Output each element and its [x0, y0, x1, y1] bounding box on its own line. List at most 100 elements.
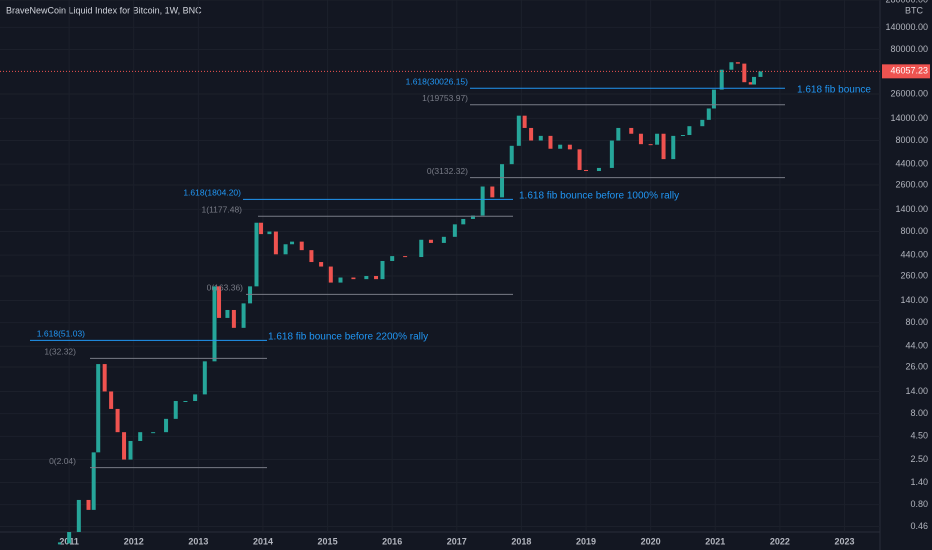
candle — [452, 224, 457, 237]
y-tick-label: 0.46 — [910, 521, 928, 531]
candle — [225, 309, 230, 318]
candle — [128, 440, 133, 460]
fib-label: 1(19753.97) — [422, 93, 468, 103]
y-tick-label: 44.00 — [905, 341, 928, 351]
candle — [548, 135, 553, 149]
y-tick-label: 2.50 — [910, 454, 928, 464]
candle — [403, 256, 408, 258]
candle — [567, 144, 572, 150]
candle — [558, 144, 563, 149]
x-tick-label: 2012 — [124, 536, 144, 546]
y-tick-label: 440.00 — [900, 250, 928, 260]
chart-title: BraveNewCoin Liquid Index for Bitcoin, 1… — [6, 5, 202, 15]
candle — [609, 140, 614, 168]
candle — [164, 418, 169, 433]
candle — [700, 119, 705, 127]
candle — [259, 222, 264, 235]
candle — [273, 231, 278, 255]
candle — [283, 244, 288, 255]
candle — [212, 286, 217, 362]
x-tick-label: 2015 — [318, 536, 338, 546]
candle — [719, 69, 724, 90]
annotation: 1.618 fib bounce before 2200% rally — [268, 332, 428, 343]
x-tick-label: 2023 — [834, 536, 854, 546]
currency-label: BTC — [905, 5, 924, 15]
candle — [338, 277, 343, 283]
annotation: 1.618 fib bounce before 1000% rally — [519, 191, 679, 202]
y-tick-label: 1.40 — [910, 477, 928, 487]
y-tick-label: 26000.00 — [890, 88, 928, 98]
x-tick-label: 2013 — [188, 536, 208, 546]
fib-label: 0(2.04) — [49, 456, 76, 466]
candle — [241, 303, 246, 328]
candle — [67, 532, 72, 544]
candle — [96, 364, 101, 453]
candle — [596, 167, 601, 172]
x-tick-label: 2020 — [641, 536, 661, 546]
fib-label: 1.618(30026.15) — [406, 77, 469, 87]
y-tick-label: 8000.00 — [895, 135, 928, 145]
candle — [122, 432, 127, 460]
candle — [76, 499, 81, 532]
y-tick-label: 1400.00 — [895, 204, 928, 214]
candle — [390, 256, 395, 261]
candle — [480, 186, 485, 216]
candle — [183, 400, 188, 402]
candle — [648, 144, 653, 146]
candle — [102, 364, 107, 392]
y-tick-label: 14.00 — [905, 386, 928, 396]
y-tick-label: 140000.00 — [885, 22, 928, 32]
candle — [364, 275, 369, 280]
candle — [91, 452, 96, 510]
candle — [758, 71, 763, 77]
fib-label: 1(32.32) — [44, 347, 76, 357]
candle — [419, 239, 424, 258]
candle — [538, 135, 543, 141]
x-tick-label: 2021 — [705, 536, 725, 546]
candle — [522, 115, 527, 128]
x-tick-label: 2016 — [382, 536, 402, 546]
annotation: 1.618 fib bounce — [797, 85, 871, 96]
candle — [729, 62, 734, 70]
candle — [735, 62, 740, 64]
candle — [202, 361, 207, 395]
candle — [616, 127, 621, 141]
x-tick-label: 2022 — [770, 536, 790, 546]
candle — [374, 275, 379, 280]
candle — [441, 236, 446, 243]
candle — [380, 260, 385, 280]
candle — [516, 115, 521, 146]
candle — [299, 241, 304, 251]
y-tick-label: 2600.00 — [895, 179, 928, 189]
candle — [151, 432, 156, 434]
fib-label: 1.618(1804.20) — [183, 188, 241, 198]
candle — [267, 231, 272, 235]
candle — [490, 186, 495, 198]
y-tick-label: 0.80 — [910, 499, 928, 509]
x-tick-label: 2018 — [511, 536, 531, 546]
candle — [193, 394, 198, 401]
candle — [319, 262, 324, 267]
candle — [687, 126, 692, 136]
candle — [584, 169, 589, 172]
candle — [638, 133, 643, 145]
candle — [671, 135, 676, 160]
y-tick-label: 4.50 — [910, 431, 928, 441]
y-tick-label: 26.00 — [905, 361, 928, 371]
candle — [217, 286, 222, 318]
candle — [351, 277, 356, 280]
candle — [752, 76, 757, 85]
y-tick-label: 80.00 — [905, 317, 928, 327]
candle — [461, 218, 466, 225]
fib-label: 0(163.36) — [207, 283, 244, 293]
candle — [706, 108, 711, 120]
candle — [742, 63, 747, 83]
candle — [711, 89, 716, 109]
candle — [309, 250, 314, 263]
candle — [231, 309, 236, 328]
y-tick-label: 14000.00 — [890, 113, 928, 123]
candle — [138, 432, 143, 441]
candle — [248, 286, 253, 304]
candle — [680, 135, 685, 137]
